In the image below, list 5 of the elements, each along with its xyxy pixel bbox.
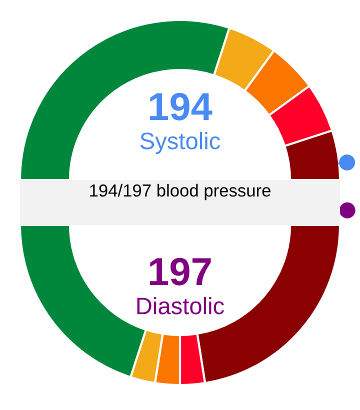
text: 194/197 blood pressure xyxy=(90,184,270,200)
text: Diastolic xyxy=(137,296,224,314)
text: 197 xyxy=(150,258,211,286)
text: 194 xyxy=(150,92,212,120)
text: Systolic xyxy=(140,132,220,154)
